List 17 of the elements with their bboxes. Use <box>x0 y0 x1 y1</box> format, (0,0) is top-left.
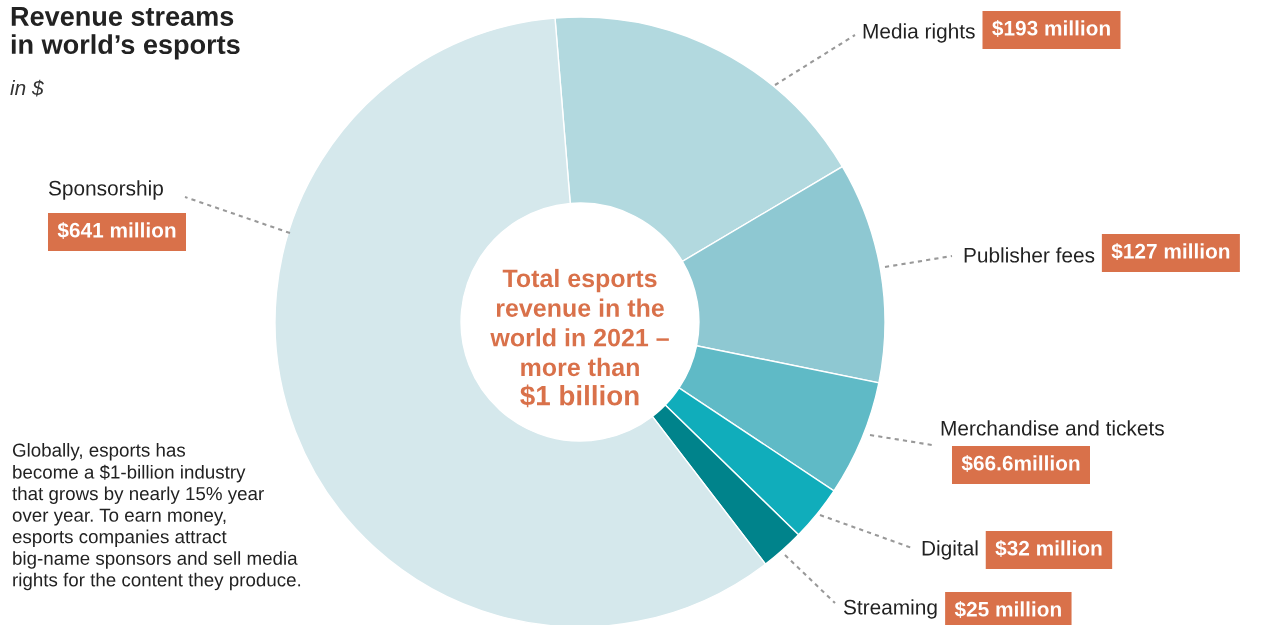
slice-label: Publisher fees <box>964 247 1095 263</box>
data-label: $25 million <box>954 600 1061 618</box>
chart-title: Revenue streams in world’s esports <box>11 6 240 60</box>
text: $1 billion <box>520 384 639 408</box>
data-label: $66.6million <box>961 454 1080 472</box>
data-label: $193 million <box>992 19 1110 37</box>
slice-label: Sponsorship <box>48 180 163 200</box>
slice-label: Merchandise and tickets <box>941 420 1164 436</box>
slice-label: Streaming <box>843 599 937 619</box>
text: in $ <box>10 79 44 97</box>
text: Total esports revenue in the world in 2021 – more than <box>490 268 669 377</box>
text: Globally, esports has become a $1-billion industry that grows by nearly 15% year over year. To earn money, esports companies attract big-name sponsors and sell media rights for the content they produce. <box>12 443 301 591</box>
slice-label: Digital <box>922 540 978 560</box>
data-label: $32 million <box>995 539 1102 557</box>
data-label: $641 million <box>57 221 176 239</box>
data-label: $127 million <box>1111 242 1230 260</box>
slice-label: Media rights <box>863 23 975 43</box>
